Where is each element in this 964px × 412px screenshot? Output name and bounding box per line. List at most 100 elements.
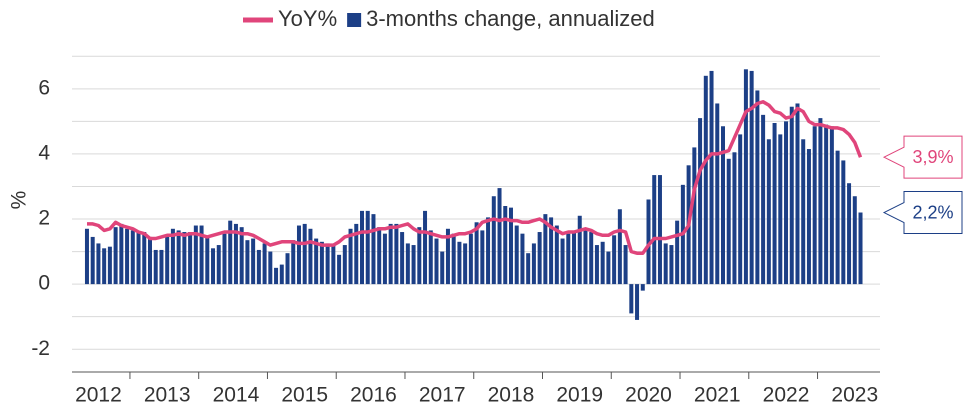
bar <box>612 235 617 285</box>
x-tick-label: 2012 <box>75 384 122 407</box>
bar <box>474 222 479 285</box>
bar <box>646 199 651 285</box>
bar <box>841 160 846 285</box>
bar <box>468 233 473 285</box>
bar <box>503 206 508 285</box>
bar <box>732 152 737 285</box>
bar <box>382 233 387 285</box>
bar <box>531 243 536 285</box>
bar <box>577 215 582 285</box>
bar <box>514 225 519 285</box>
bar <box>136 232 141 285</box>
bar <box>726 158 731 285</box>
legend-label: YoY% <box>278 6 337 31</box>
bar <box>583 228 588 285</box>
bar <box>365 210 370 285</box>
bar <box>325 243 330 285</box>
bar <box>526 253 531 285</box>
bar <box>543 214 548 285</box>
y-tick-label: 4 <box>38 141 50 164</box>
bar <box>417 227 422 285</box>
bar <box>130 230 135 285</box>
bar <box>675 220 680 285</box>
bar <box>216 245 221 285</box>
bar <box>434 238 439 285</box>
line <box>87 100 863 255</box>
x-tick-label: 2014 <box>213 384 260 407</box>
bar <box>262 243 267 285</box>
x-tick-label: 2013 <box>144 384 191 407</box>
bar <box>566 233 571 285</box>
y-tick-label: 6 <box>38 76 50 99</box>
bar <box>743 69 748 285</box>
bar <box>96 243 101 285</box>
bar <box>119 223 124 285</box>
bar <box>233 223 238 285</box>
bar <box>778 134 783 285</box>
bar <box>142 232 147 285</box>
bar <box>606 251 611 285</box>
bar <box>663 243 668 285</box>
bar <box>222 233 227 285</box>
bar <box>508 207 513 285</box>
y-tick-label: -2 <box>31 337 50 360</box>
x-tick-label: 2022 <box>763 384 810 407</box>
bar <box>371 214 376 285</box>
bar <box>90 236 95 285</box>
bar <box>784 121 789 285</box>
bar <box>170 228 175 285</box>
bar <box>377 227 382 285</box>
callout-box <box>882 135 963 179</box>
bar <box>388 223 393 285</box>
bar <box>738 134 743 285</box>
bar <box>698 118 703 285</box>
bar <box>360 210 365 285</box>
bar <box>657 175 662 285</box>
x-tick-label: 2016 <box>350 384 397 407</box>
x-tick-label: 2018 <box>488 384 535 407</box>
bar <box>228 220 233 285</box>
bar <box>720 126 725 285</box>
bar <box>709 70 714 285</box>
bar <box>463 243 468 285</box>
bar <box>795 103 800 285</box>
y-tick-label: 0 <box>38 272 50 295</box>
bar <box>188 232 193 285</box>
bar <box>772 123 777 285</box>
bar <box>314 238 319 285</box>
bar <box>268 251 273 285</box>
bar <box>497 188 502 285</box>
bar <box>520 233 525 285</box>
bar <box>537 232 542 285</box>
bar <box>147 236 152 285</box>
bar <box>285 253 290 285</box>
x-tick-label: 2015 <box>281 384 328 407</box>
bar <box>572 232 577 285</box>
bar <box>600 241 605 285</box>
bar <box>84 228 89 285</box>
y-tick-label: 2 <box>38 207 50 230</box>
callout-box <box>882 191 963 235</box>
bar <box>623 245 628 285</box>
bar <box>766 139 771 285</box>
bar <box>182 232 187 285</box>
bar <box>652 175 657 285</box>
bar <box>847 183 852 285</box>
bar <box>199 225 204 285</box>
bar <box>428 230 433 285</box>
bar <box>245 240 250 285</box>
bar <box>405 243 410 285</box>
bar <box>165 235 170 285</box>
bar <box>113 227 118 285</box>
bar <box>801 139 806 285</box>
bar <box>457 241 462 285</box>
bar <box>337 254 342 285</box>
bar <box>256 249 261 285</box>
bar <box>331 245 336 285</box>
bar <box>348 228 353 285</box>
callout-label: 3,9% <box>912 147 953 167</box>
bar <box>480 230 485 285</box>
bar <box>251 238 256 285</box>
bar <box>491 196 496 285</box>
